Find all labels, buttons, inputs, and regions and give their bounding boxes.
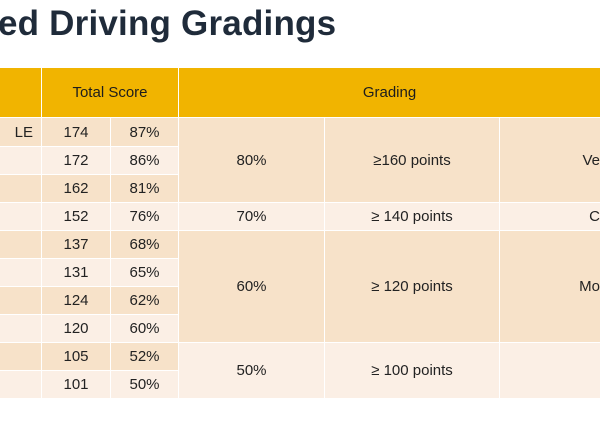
score-cell: 120 [42,315,110,342]
header-first [0,68,41,117]
grade-name: C [500,203,600,230]
score-cell: 172 [42,147,110,174]
score-cell: 105 [42,343,110,370]
row-label [0,203,41,230]
grade-points: ≥ 100 points [325,343,499,398]
row-label [0,343,41,370]
row-label [0,259,41,286]
percent-cell: 76% [111,203,178,230]
percent-cell: 68% [111,231,178,258]
percent-cell: 60% [111,315,178,342]
row-label [0,287,41,314]
score-cell: 152 [42,203,110,230]
percent-cell: 52% [111,343,178,370]
row-label [0,371,41,398]
grade-percent: 60% [179,231,324,342]
percent-cell: 62% [111,287,178,314]
row-label [0,175,41,202]
percent-cell: 87% [111,118,178,146]
percent-cell: 81% [111,175,178,202]
header-grading: Grading [179,68,600,117]
header-total-score: Total Score [42,68,178,117]
percent-cell: 50% [111,371,178,398]
row-label [0,147,41,174]
gradings-table: Total Score Grading LE 174 172 162 152 1… [0,68,600,398]
row-label [0,315,41,342]
score-cell: 131 [42,259,110,286]
grade-percent: 50% [179,343,324,398]
grade-points: ≥160 points [325,118,499,202]
score-cell: 101 [42,371,110,398]
percent-cell: 86% [111,147,178,174]
row-label: LE [0,118,41,146]
score-cell: 162 [42,175,110,202]
score-cell: 137 [42,231,110,258]
page-title: ed Driving Gradings [0,4,337,43]
grade-percent: 70% [179,203,324,230]
grade-name: Mo [500,231,600,342]
grade-points: ≥ 120 points [325,231,499,342]
row-label [0,231,41,258]
grade-name: Ve [500,118,600,202]
percent-cell: 65% [111,259,178,286]
grade-percent: 80% [179,118,324,202]
score-cell: 174 [42,118,110,146]
grade-name [500,343,600,398]
score-cell: 124 [42,287,110,314]
grade-points: ≥ 140 points [325,203,499,230]
